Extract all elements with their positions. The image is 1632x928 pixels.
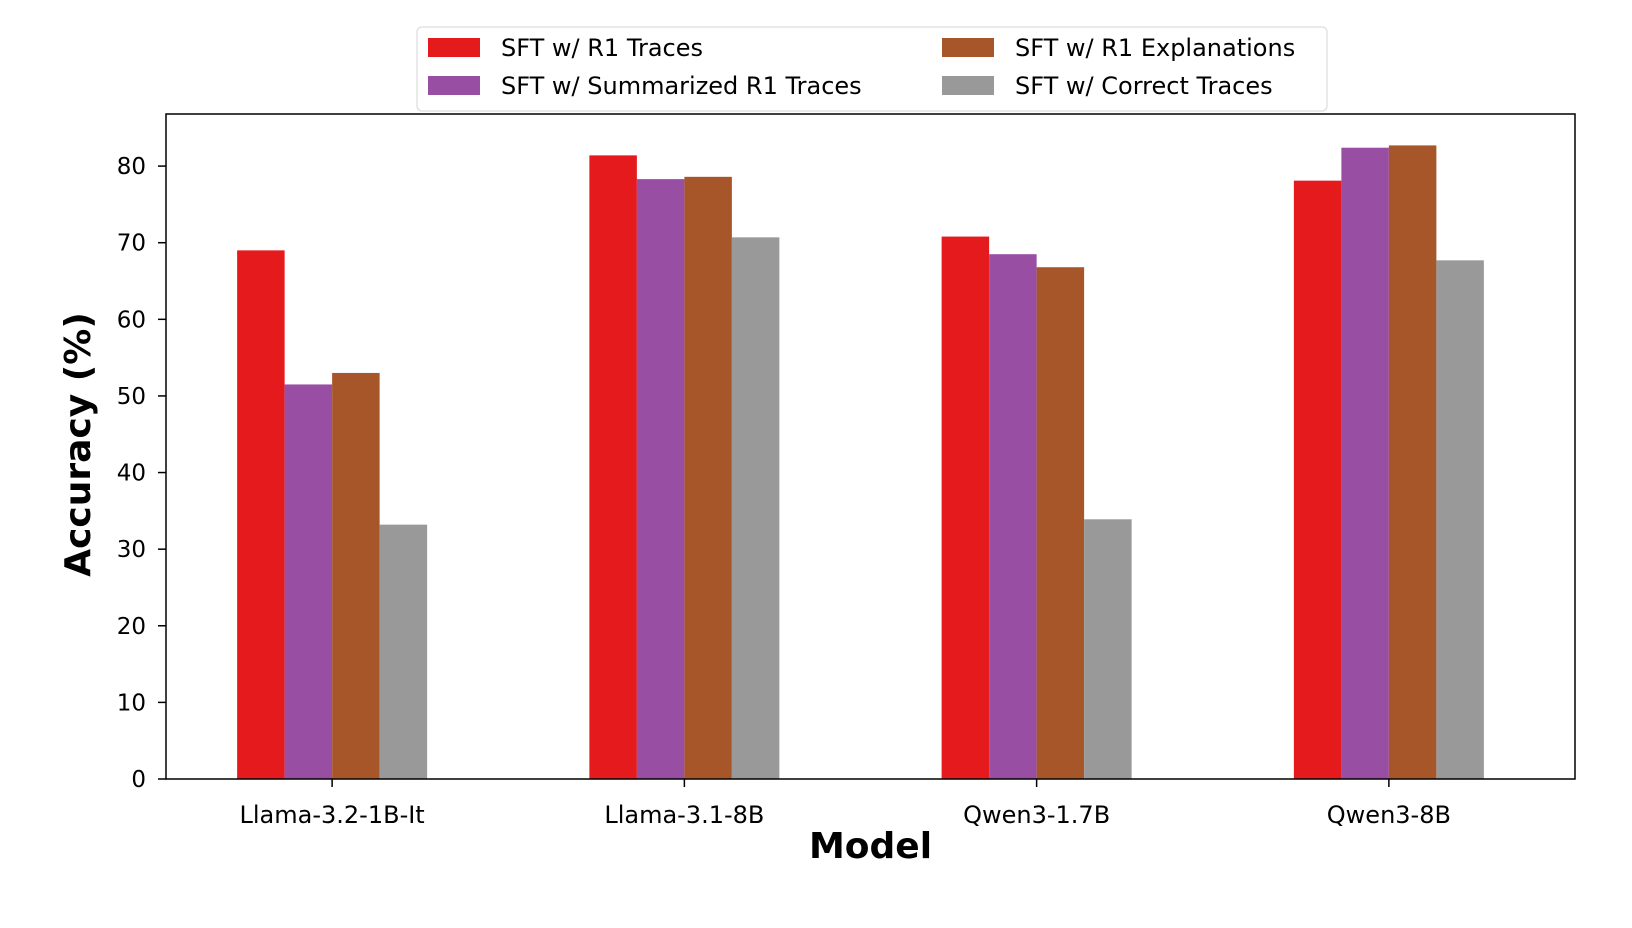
bar-qwen3-8b-series-2 — [1341, 147, 1389, 780]
bar-llama-3-1-8b-series-2 — [636, 179, 685, 779]
y-tick-label: 40 — [117, 461, 146, 487]
bar-qwen3-8b-series-3 — [1388, 145, 1437, 780]
x-tick-label: Qwen3-1.7B — [963, 801, 1110, 829]
bar-llama-3-1-8b-series-3 — [684, 176, 732, 780]
legend-frame — [416, 26, 1328, 112]
bar-llama-3-2-1b-it-series-2 — [284, 384, 333, 779]
y-tick-label: 30 — [117, 537, 146, 563]
bar-llama-3-2-1b-it-series-1 — [237, 250, 285, 779]
bar-qwen3-8b-series-4 — [1436, 260, 1484, 779]
x-axis-title: Model — [809, 826, 932, 867]
y-axis-title: Accuracy (%) — [58, 312, 99, 577]
y-tick-label: 10 — [117, 690, 146, 716]
bar-qwen3-1-7b-series-3 — [1036, 267, 1085, 779]
y-tick-label: 0 — [131, 767, 146, 793]
y-tick-label: 80 — [117, 154, 146, 180]
legend-swatch — [428, 76, 480, 95]
x-tick-label: Llama-3.1-8B — [604, 801, 764, 829]
bar-llama-3-1-8b-series-1 — [589, 155, 637, 779]
bar-qwen3-1-7b-series-4 — [1084, 519, 1132, 779]
y-tick-label: 60 — [117, 307, 146, 333]
legend-label: SFT w/ R1 Traces — [501, 34, 703, 62]
legend-swatch — [428, 38, 480, 57]
legend-swatch — [942, 76, 994, 95]
bars-layer — [237, 145, 1484, 780]
x-tick-label: Llama-3.2-1B-It — [240, 801, 425, 829]
legend-swatch — [942, 38, 994, 57]
bar-qwen3-8b-series-1 — [1293, 180, 1342, 780]
legend-label: SFT w/ R1 Explanations — [1015, 34, 1295, 62]
plot-frame — [165, 113, 1576, 780]
y-axis: 0 10 20 30 40 50 60 70 80 — [117, 154, 166, 793]
legend-label: SFT w/ Correct Traces — [1015, 72, 1273, 100]
y-tick-label: 20 — [117, 614, 146, 640]
x-axis: Llama-3.2-1B-It Llama-3.1-8B Qwen3-1.7B Qwe… — [240, 779, 1451, 829]
y-tick-label: 70 — [117, 231, 146, 257]
y-tick-label: 50 — [117, 384, 146, 410]
bar-llama-3-2-1b-it-series-4 — [379, 524, 428, 779]
bar-qwen3-1-7b-series-2 — [989, 254, 1037, 780]
bar-qwen3-1-7b-series-1 — [941, 236, 990, 780]
x-tick-label: Qwen3-8B — [1327, 801, 1451, 829]
legend: SFT w/ R1 Traces SFT w/ Summarized R1 Tra… — [416, 26, 1328, 112]
bar-llama-3-2-1b-it-series-3 — [332, 372, 380, 779]
legend-label: SFT w/ Summarized R1 Traces — [501, 72, 862, 100]
bar-llama-3-1-8b-series-4 — [731, 237, 780, 779]
